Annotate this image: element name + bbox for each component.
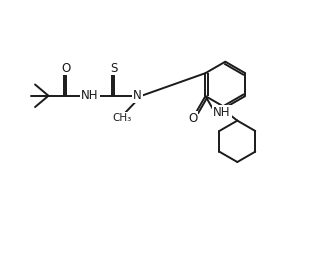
Text: CH₃: CH₃: [113, 113, 132, 123]
Text: O: O: [61, 62, 71, 75]
Text: S: S: [110, 62, 117, 75]
Text: NH: NH: [81, 89, 99, 102]
Text: O: O: [188, 112, 197, 125]
Text: N: N: [133, 89, 142, 102]
Text: NH: NH: [213, 106, 231, 119]
